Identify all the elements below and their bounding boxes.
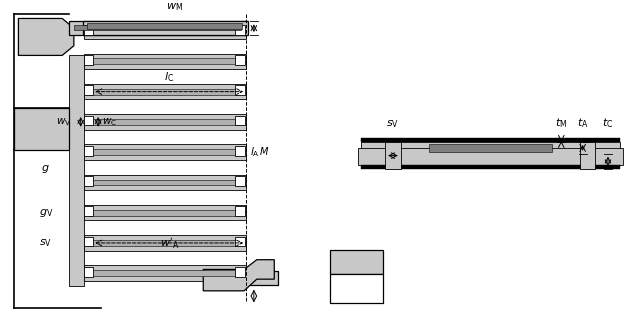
- Text: $t_\mathrm{M}$: $t_\mathrm{M}$: [555, 117, 568, 130]
- Bar: [236, 206, 245, 216]
- Bar: [236, 55, 245, 65]
- Text: $w_\mathrm{M}$: $w_\mathrm{M}$: [166, 1, 182, 13]
- Text: $l_\mathrm{A}$: $l_\mathrm{A}$: [250, 145, 260, 159]
- Bar: [84, 265, 246, 281]
- Text: $t_\mathrm{A}$: $t_\mathrm{A}$: [577, 117, 588, 130]
- Text: $t_\mathrm{C}$: $t_\mathrm{C}$: [602, 117, 614, 130]
- Bar: [84, 116, 93, 125]
- Bar: [236, 146, 245, 156]
- Bar: [330, 274, 383, 303]
- Bar: [580, 142, 595, 169]
- Text: $s_\mathrm{V}$: $s_\mathrm{V}$: [39, 237, 52, 249]
- Bar: [84, 237, 93, 246]
- Polygon shape: [204, 260, 275, 291]
- Text: $w_\mathrm{V}$: $w_\mathrm{V}$: [56, 116, 71, 128]
- Text: $w'_\mathrm{A}$: $w'_\mathrm{A}$: [159, 236, 179, 251]
- Bar: [244, 271, 278, 285]
- Bar: [84, 175, 246, 190]
- Bar: [83, 22, 248, 35]
- Bar: [84, 85, 93, 95]
- Bar: [90, 119, 239, 125]
- Bar: [236, 237, 245, 246]
- Bar: [84, 25, 93, 34]
- Bar: [361, 142, 620, 154]
- Bar: [236, 25, 245, 34]
- Bar: [90, 270, 239, 276]
- Bar: [361, 154, 620, 165]
- Bar: [90, 28, 239, 34]
- Bar: [84, 267, 93, 277]
- Text: $g_\mathrm{V}$: $g_\mathrm{V}$: [38, 207, 53, 219]
- Text: $w_\mathrm{C}$: $w_\mathrm{C}$: [102, 116, 117, 128]
- Bar: [90, 58, 239, 64]
- Text: $s_\mathrm{V}$: $s_\mathrm{V}$: [387, 118, 399, 130]
- Bar: [84, 84, 246, 100]
- Text: M: M: [260, 147, 268, 157]
- Bar: [361, 138, 620, 142]
- Bar: [90, 240, 239, 246]
- Bar: [236, 176, 245, 186]
- Bar: [84, 176, 93, 186]
- Bar: [236, 85, 245, 95]
- Bar: [385, 142, 401, 169]
- Bar: [90, 210, 239, 216]
- Bar: [90, 89, 239, 95]
- Bar: [330, 250, 383, 274]
- Bar: [236, 267, 245, 277]
- Bar: [84, 23, 246, 39]
- Bar: [84, 205, 246, 221]
- Bar: [13, 108, 69, 150]
- Bar: [84, 54, 246, 69]
- Bar: [84, 144, 246, 160]
- Bar: [358, 148, 623, 165]
- Bar: [74, 25, 241, 30]
- Bar: [90, 179, 239, 185]
- Bar: [84, 114, 246, 130]
- Bar: [88, 23, 242, 29]
- Text: $l_\mathrm{C}$: $l_\mathrm{C}$: [164, 70, 174, 84]
- Bar: [84, 235, 246, 251]
- Bar: [84, 206, 93, 216]
- Bar: [84, 55, 93, 65]
- Bar: [236, 116, 245, 125]
- Text: $g$: $g$: [42, 163, 50, 175]
- Bar: [90, 149, 239, 155]
- Bar: [361, 165, 620, 169]
- Polygon shape: [19, 18, 74, 56]
- Bar: [69, 56, 84, 286]
- Bar: [429, 144, 552, 152]
- Bar: [69, 22, 246, 35]
- Bar: [84, 146, 93, 156]
